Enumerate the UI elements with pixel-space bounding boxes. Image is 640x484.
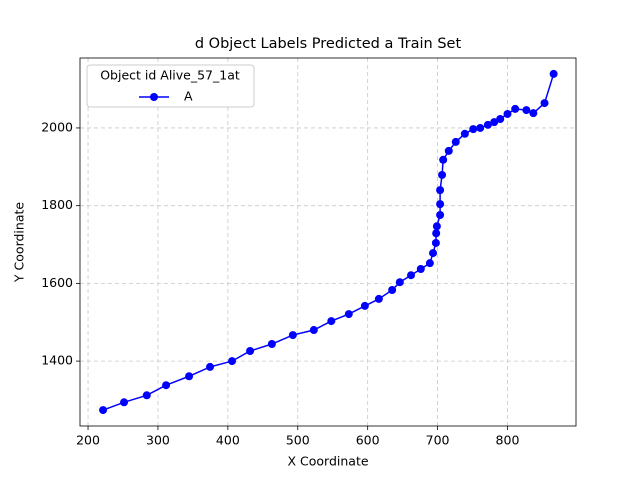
data-point (185, 372, 194, 381)
legend-marker (150, 93, 158, 101)
data-point (246, 347, 255, 356)
data-point (374, 294, 383, 303)
data-point (436, 210, 445, 219)
data-point (529, 109, 538, 118)
chart-title: d Object Labels Predicted a Train Set (195, 36, 462, 52)
axes-frame (79, 57, 577, 427)
data-point (496, 115, 505, 124)
data-point (120, 398, 129, 407)
y-tick-label: 2000 (41, 119, 73, 134)
data-point (483, 120, 492, 129)
data-point (327, 317, 336, 326)
data-point (511, 104, 520, 113)
data-point (451, 137, 460, 146)
data-point (460, 129, 469, 138)
data-point (429, 249, 438, 258)
data-point (469, 125, 478, 134)
data-point (416, 265, 425, 274)
y-tick-label: 1600 (41, 275, 73, 290)
x-axis-label: X Coordinate (287, 454, 368, 469)
data-point (388, 285, 397, 294)
data-point (503, 109, 512, 118)
data-point (344, 310, 353, 319)
data-point (309, 326, 318, 335)
x-tick-label: 300 (146, 433, 170, 448)
data-point (439, 155, 448, 164)
data-point (476, 123, 485, 132)
data-point (267, 340, 276, 349)
data-point (432, 222, 441, 231)
data-point (407, 271, 416, 280)
data-point (444, 146, 453, 155)
data-point (438, 170, 447, 179)
legend-box (86, 64, 255, 108)
data-point (436, 186, 445, 195)
data-point (522, 106, 531, 115)
x-tick-label: 600 (356, 433, 380, 448)
data-point (288, 331, 297, 340)
x-tick-label: 500 (286, 433, 310, 448)
data-point (360, 301, 369, 310)
data-point (395, 278, 404, 287)
data-point (228, 357, 237, 366)
data-point (549, 69, 558, 78)
data-point (540, 99, 549, 108)
data-point (99, 406, 108, 415)
data-point (431, 238, 440, 247)
data-point (432, 229, 441, 238)
data-point (206, 362, 215, 371)
legend-title: Object id Alive_57_1at (100, 68, 240, 83)
x-tick-label: 400 (216, 433, 240, 448)
legend-label: A (184, 89, 193, 104)
data-point (436, 200, 445, 209)
x-tick-label: 800 (496, 433, 520, 448)
y-tick-label: 1400 (41, 353, 73, 368)
plot-area: 200 300 400 500 600 700 800 1400 1600 1800 2000 Obj… (41, 57, 577, 448)
data-point (142, 391, 151, 400)
data-point (425, 259, 434, 268)
data-point (162, 381, 171, 390)
data-point (490, 118, 499, 127)
x-tick-label: 700 (426, 433, 450, 448)
x-tick-label: 200 (76, 433, 100, 448)
y-tick-label: 1800 (41, 197, 73, 212)
y-axis-label: Y Coordinate (12, 202, 27, 283)
